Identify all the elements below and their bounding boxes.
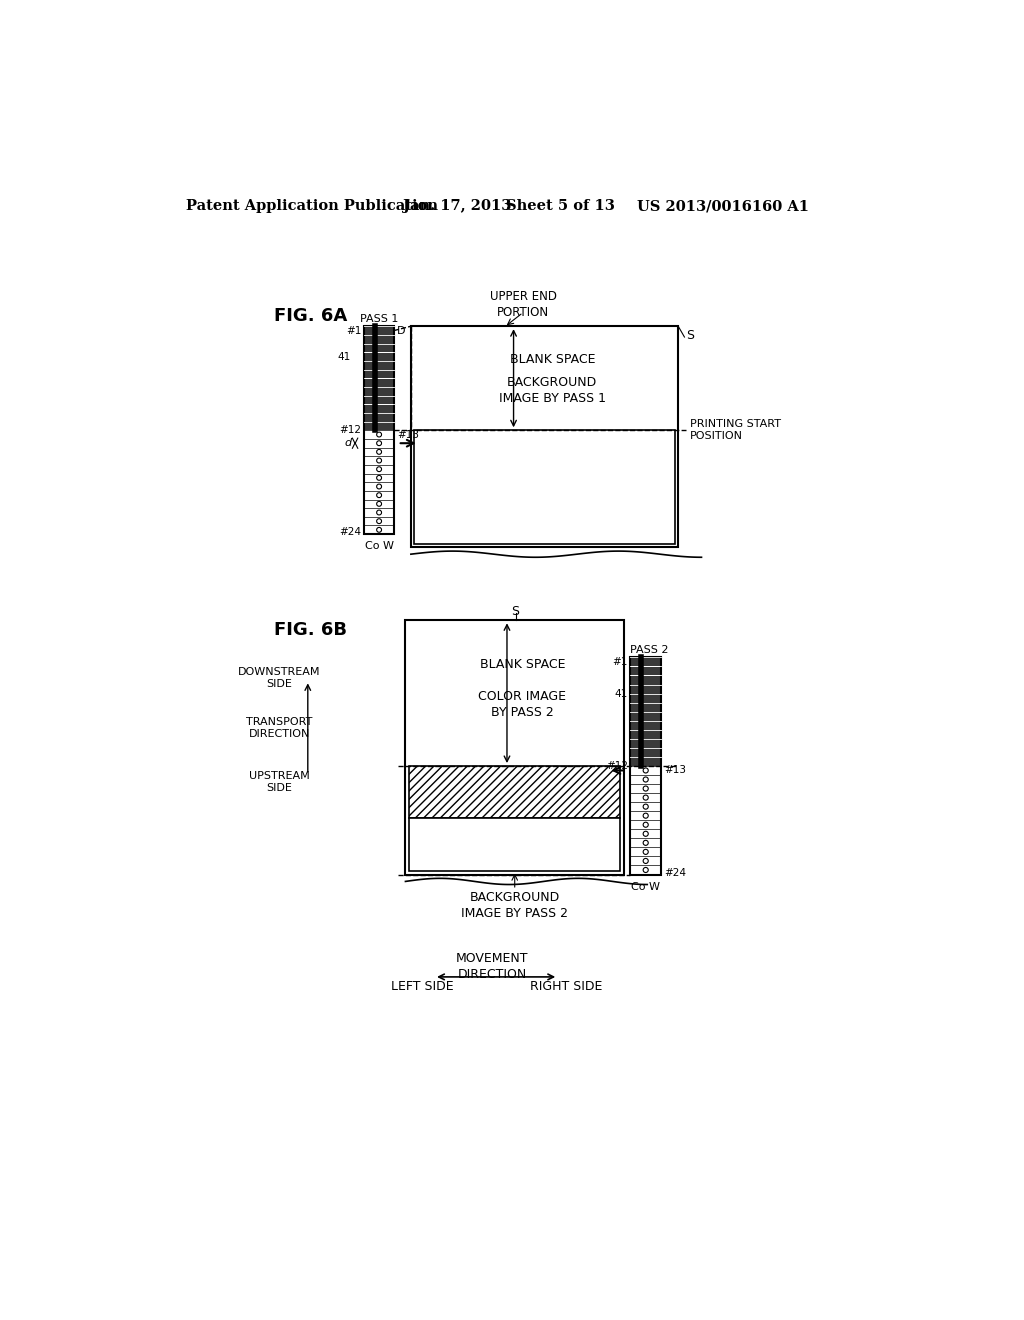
Bar: [365, 413, 394, 421]
Text: PASS 2: PASS 2: [631, 644, 669, 655]
Bar: [630, 784, 662, 793]
Bar: [365, 517, 394, 525]
Bar: [630, 676, 662, 685]
Bar: [630, 803, 662, 812]
Text: BLANK SPACE: BLANK SPACE: [510, 352, 595, 366]
Bar: [630, 847, 662, 857]
Text: FIG. 6A: FIG. 6A: [273, 308, 347, 325]
Bar: [365, 379, 394, 387]
Bar: [365, 483, 394, 491]
Text: BACKGROUND
IMAGE BY PASS 2: BACKGROUND IMAGE BY PASS 2: [461, 891, 568, 920]
Text: DOWNSTREAM
SIDE: DOWNSTREAM SIDE: [238, 667, 321, 689]
Text: Co W: Co W: [365, 541, 393, 552]
Text: 41: 41: [614, 689, 628, 698]
Bar: [630, 657, 662, 667]
Bar: [630, 812, 662, 820]
Text: #24: #24: [665, 867, 686, 878]
Bar: [414, 430, 675, 544]
Bar: [630, 857, 662, 866]
Bar: [630, 838, 662, 847]
Bar: [630, 721, 662, 730]
Text: LEFT SIDE: LEFT SIDE: [391, 979, 454, 993]
Bar: [406, 620, 624, 875]
Bar: [365, 457, 394, 465]
Bar: [410, 766, 621, 818]
Bar: [365, 326, 394, 535]
Bar: [365, 326, 394, 335]
Text: UPSTREAM
SIDE: UPSTREAM SIDE: [249, 771, 309, 793]
Bar: [630, 758, 662, 766]
Bar: [365, 465, 394, 474]
Bar: [630, 748, 662, 756]
Text: D: D: [397, 326, 406, 335]
Text: #13: #13: [397, 429, 419, 440]
Text: COLOR IMAGE
BY PASS 2: COLOR IMAGE BY PASS 2: [478, 690, 566, 719]
Bar: [365, 370, 394, 379]
Text: #24: #24: [339, 528, 361, 537]
Bar: [365, 508, 394, 517]
Bar: [365, 474, 394, 482]
Bar: [630, 739, 662, 748]
Bar: [630, 730, 662, 739]
Text: #1: #1: [346, 326, 361, 335]
Text: MOVEMENT
DIRECTION: MOVEMENT DIRECTION: [456, 953, 528, 981]
Bar: [365, 500, 394, 508]
Bar: [365, 396, 394, 404]
Text: Patent Application Publication: Patent Application Publication: [186, 199, 438, 213]
Text: FIG. 6B: FIG. 6B: [273, 622, 347, 639]
Bar: [365, 345, 394, 352]
Bar: [365, 335, 394, 343]
Bar: [630, 767, 662, 775]
Bar: [410, 818, 621, 871]
Text: PASS 1: PASS 1: [359, 314, 398, 323]
Bar: [630, 711, 662, 721]
Text: RIGHT SIDE: RIGHT SIDE: [529, 979, 602, 993]
Text: #12: #12: [606, 760, 628, 771]
Bar: [365, 352, 394, 360]
Bar: [630, 685, 662, 693]
Bar: [411, 326, 678, 548]
Text: Jan. 17, 2013: Jan. 17, 2013: [403, 199, 512, 213]
Text: d: d: [345, 438, 352, 449]
Bar: [630, 866, 662, 875]
Bar: [630, 830, 662, 838]
Bar: [630, 775, 662, 784]
Bar: [365, 491, 394, 499]
Bar: [630, 821, 662, 829]
Bar: [630, 694, 662, 702]
Text: UPPER END
PORTION: UPPER END PORTION: [489, 290, 557, 319]
Bar: [630, 704, 662, 711]
Text: BLANK SPACE: BLANK SPACE: [479, 657, 565, 671]
Text: US 2013/0016160 A1: US 2013/0016160 A1: [637, 199, 809, 213]
Text: #1: #1: [612, 657, 628, 667]
Bar: [365, 525, 394, 535]
Text: S: S: [686, 329, 694, 342]
Text: PRINTING START
POSITION: PRINTING START POSITION: [690, 418, 781, 441]
Bar: [365, 422, 394, 430]
Bar: [630, 793, 662, 803]
Text: Sheet 5 of 13: Sheet 5 of 13: [506, 199, 615, 213]
Text: BACKGROUND
IMAGE BY PASS 1: BACKGROUND IMAGE BY PASS 1: [499, 376, 606, 405]
Text: 41: 41: [337, 351, 350, 362]
Bar: [365, 440, 394, 447]
Text: S: S: [512, 605, 519, 618]
Bar: [365, 430, 394, 438]
Text: TRANSPORT
DIRECTION: TRANSPORT DIRECTION: [246, 717, 312, 739]
Bar: [365, 447, 394, 457]
Bar: [365, 387, 394, 396]
Bar: [630, 667, 662, 676]
Bar: [630, 657, 662, 875]
Text: #13: #13: [665, 766, 686, 775]
Text: Co W: Co W: [631, 882, 660, 892]
Text: #12: #12: [339, 425, 361, 436]
Bar: [365, 362, 394, 370]
Bar: [365, 405, 394, 413]
